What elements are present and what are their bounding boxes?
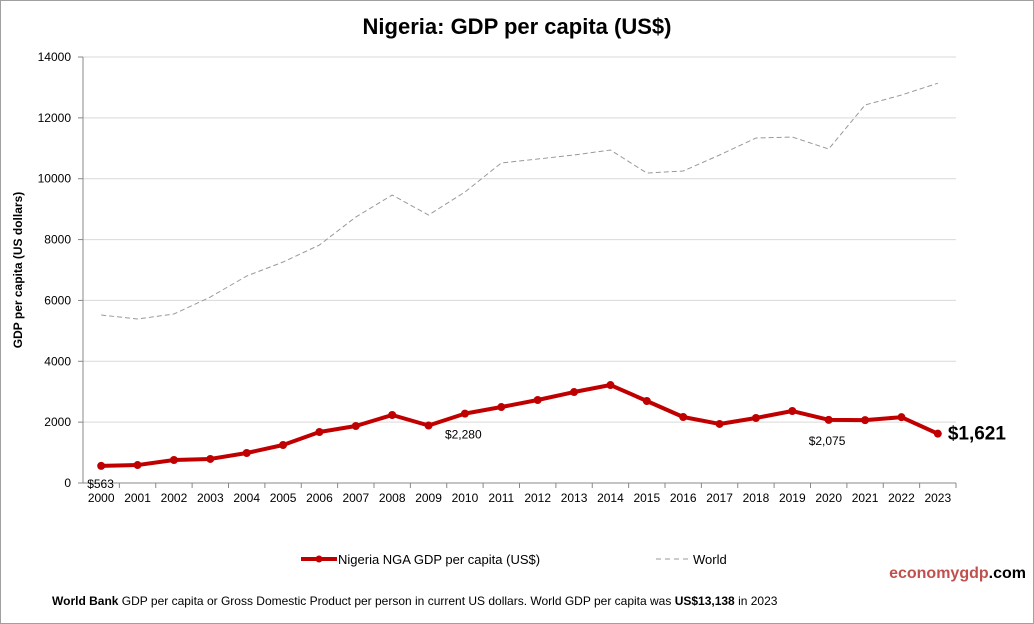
data-point-nigeria [497,403,506,412]
data-point-nigeria [533,395,542,404]
y-tick-label: 0 [64,476,71,490]
x-tick-label: 2007 [342,491,369,505]
data-point-nigeria [315,428,324,437]
x-tick-label: 2004 [233,491,260,505]
y-tick-label: 6000 [44,293,71,307]
data-point-nigeria [460,409,469,418]
legend-label-nigeria: Nigeria NGA GDP per capita (US$) [338,552,541,567]
x-tick-label: 2023 [924,491,951,505]
legend-swatch-world [656,558,690,560]
x-tick-label: 2012 [524,491,551,505]
x-tick-label: 2008 [379,491,406,505]
data-label-2010: $2,280 [445,428,482,442]
data-point-nigeria [751,414,760,423]
data-point-nigeria [279,440,288,449]
y-tick-label: 14000 [38,50,72,64]
y-tick-label: 8000 [44,233,71,247]
series-line-world [101,82,938,320]
x-tick-label: 2018 [743,491,770,505]
x-tick-label: 2001 [124,491,151,505]
series-line-nigeria [101,383,939,468]
data-point-nigeria [388,410,397,419]
data-point-nigeria [642,396,651,405]
data-point-nigeria [861,416,870,425]
x-tick-label: 2021 [852,491,879,505]
data-label-2023: $1,621 [948,424,1007,445]
data-point-nigeria [97,461,106,470]
x-tick-label: 2017 [706,491,733,505]
data-label-2000: $563 [87,477,114,491]
legend-item-world: World [655,552,727,567]
data-point-nigeria [933,429,942,438]
x-tick-label: 2020 [815,491,842,505]
y-axis-label: GDP per capita (US dollars) [11,192,25,349]
data-point-nigeria [606,381,615,390]
x-tick-label: 2003 [197,491,224,505]
data-point-nigeria [897,413,906,422]
brand-logo[interactable]: economygdp.com [889,565,1026,582]
data-point-nigeria [424,421,433,430]
data-point-nigeria [351,422,360,431]
data-point-nigeria [169,455,178,464]
data-point-nigeria [570,388,579,397]
x-tick-label: 2013 [561,491,588,505]
chart-plot: 0 2000 4000 6000 8000 10000 12000 14000 2000 2001… [11,50,1007,505]
data-point-nigeria [788,407,797,416]
data-point-nigeria [715,419,724,428]
data-point-nigeria [679,413,688,422]
x-tick-label: 2005 [270,491,297,505]
x-tick-label: 2022 [888,491,915,505]
x-tick-label: 2009 [415,491,442,505]
x-tick-label: 2014 [597,491,624,505]
data-point-nigeria [242,448,251,457]
legend-item-nigeria: Nigeria NGA GDP per capita (US$) [300,552,540,567]
x-tick-label: 2016 [670,491,697,505]
x-tick-label: 2011 [488,491,514,505]
data-point-nigeria [824,415,833,424]
legend-swatch-nigeria [301,555,337,563]
data-label-2020: $2,075 [809,434,846,448]
data-point-nigeria [206,454,215,463]
chart-title: Nigeria: GDP per capita (US$) [362,14,672,39]
data-point-nigeria [133,461,142,470]
y-tick-label: 4000 [44,354,71,368]
x-tick-label: 2010 [452,491,479,505]
x-tick-label: 2000 [88,491,115,505]
x-tick-label: 2015 [633,491,660,505]
x-tick-label: 2019 [779,491,806,505]
y-tick-label: 2000 [44,415,71,429]
x-tick-label: 2002 [161,491,188,505]
footer-note: World Bank GDP per capita or Gross Domes… [52,594,778,608]
x-tick-label: 2006 [306,491,333,505]
y-tick-label: 10000 [38,172,72,186]
y-tick-label: 12000 [38,111,72,125]
legend-label-world: World [693,552,727,567]
